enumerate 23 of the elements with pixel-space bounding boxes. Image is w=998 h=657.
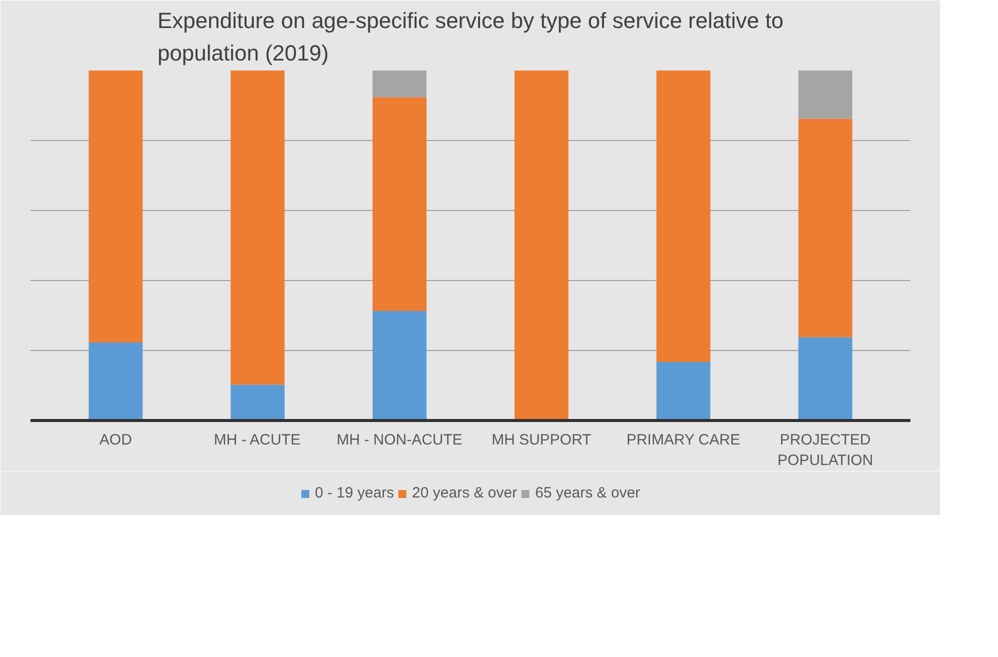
- x-tick-label: PRIMARY CARE: [626, 432, 740, 448]
- bar: [372, 70, 426, 98]
- bar: [798, 70, 852, 119]
- bar: [656, 362, 710, 420]
- bar: [230, 70, 285, 385]
- bar: [798, 337, 852, 420]
- x-tick-label: MH - NON-ACUTE: [336, 432, 462, 448]
- bar: [372, 97, 426, 311]
- legend-label: 0 - 19 years: [314, 484, 394, 502]
- legend-label: 20 years & over: [412, 484, 518, 502]
- bar: [88, 342, 143, 420]
- bar: [656, 70, 710, 362]
- bar: [230, 384, 285, 420]
- bar: [798, 118, 852, 338]
- x-tick-label: MH SUPPORT: [492, 432, 592, 448]
- x-tick-label: PROJECTED POPULATION: [778, 432, 874, 469]
- bar: [372, 310, 426, 420]
- bar: [514, 70, 568, 420]
- legend-label: 65 years & over: [535, 484, 640, 502]
- bar: [88, 70, 143, 342]
- chart-title: Expenditure on age-specific service by type of service relative to population (2019): [157, 8, 784, 66]
- x-tick-label: AOD: [99, 432, 132, 448]
- x-tick-label: MH - ACUTE: [214, 432, 301, 448]
